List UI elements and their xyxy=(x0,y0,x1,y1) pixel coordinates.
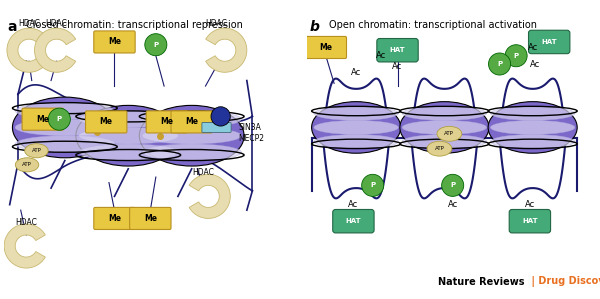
FancyBboxPatch shape xyxy=(22,108,64,130)
Text: P: P xyxy=(450,182,455,188)
FancyBboxPatch shape xyxy=(130,208,171,229)
Ellipse shape xyxy=(142,127,241,144)
Ellipse shape xyxy=(314,120,398,135)
Wedge shape xyxy=(189,174,230,219)
Text: Me: Me xyxy=(36,115,49,124)
Wedge shape xyxy=(35,28,76,72)
Ellipse shape xyxy=(311,102,401,153)
Text: ATP: ATP xyxy=(445,131,454,136)
Text: ATP: ATP xyxy=(31,148,41,153)
Text: MECP2: MECP2 xyxy=(239,134,265,143)
Ellipse shape xyxy=(490,135,575,149)
FancyBboxPatch shape xyxy=(509,210,551,233)
Wedge shape xyxy=(4,224,46,268)
FancyBboxPatch shape xyxy=(94,208,135,229)
Text: HDAC: HDAC xyxy=(46,19,67,28)
Text: Ac: Ac xyxy=(348,200,359,209)
Text: Me: Me xyxy=(319,43,332,52)
Ellipse shape xyxy=(400,102,489,153)
Ellipse shape xyxy=(15,136,115,152)
Text: Closed chromatin: transcriptional repression: Closed chromatin: transcriptional repres… xyxy=(26,20,243,30)
Text: Me: Me xyxy=(144,214,157,223)
Ellipse shape xyxy=(490,120,575,135)
Text: Ac: Ac xyxy=(530,60,541,68)
Text: Open chromatin: transcriptional activation: Open chromatin: transcriptional activati… xyxy=(329,20,536,30)
Text: a: a xyxy=(7,20,16,34)
Text: Ac: Ac xyxy=(376,51,386,60)
Text: Me: Me xyxy=(108,214,121,223)
Text: HDAC: HDAC xyxy=(206,19,227,28)
Text: Ac: Ac xyxy=(351,68,361,77)
FancyBboxPatch shape xyxy=(377,39,418,62)
Ellipse shape xyxy=(79,144,178,161)
Text: HAT: HAT xyxy=(390,47,406,53)
Text: Me: Me xyxy=(100,118,113,126)
FancyBboxPatch shape xyxy=(171,111,212,133)
Ellipse shape xyxy=(402,135,487,149)
Text: Ac: Ac xyxy=(392,62,403,71)
Ellipse shape xyxy=(402,120,487,135)
Wedge shape xyxy=(7,28,48,72)
Ellipse shape xyxy=(402,106,487,120)
Text: Ac: Ac xyxy=(448,200,458,209)
Ellipse shape xyxy=(79,111,178,127)
Text: Me: Me xyxy=(185,118,198,126)
Circle shape xyxy=(145,34,167,56)
Text: HDAC: HDAC xyxy=(192,168,214,177)
Circle shape xyxy=(488,53,511,75)
Text: HAT: HAT xyxy=(541,39,557,45)
Circle shape xyxy=(211,107,230,126)
Text: Nature Reviews: Nature Reviews xyxy=(438,277,524,287)
Ellipse shape xyxy=(25,144,48,158)
Ellipse shape xyxy=(490,106,575,120)
Circle shape xyxy=(442,174,464,196)
Wedge shape xyxy=(206,28,247,72)
Ellipse shape xyxy=(437,126,462,141)
FancyBboxPatch shape xyxy=(529,30,570,54)
Ellipse shape xyxy=(142,111,241,127)
Ellipse shape xyxy=(79,127,178,144)
Ellipse shape xyxy=(142,144,241,161)
Ellipse shape xyxy=(16,158,39,172)
Text: Ac: Ac xyxy=(527,43,538,52)
Text: Me: Me xyxy=(108,37,121,46)
Text: ATP: ATP xyxy=(434,146,445,151)
Text: HAT: HAT xyxy=(346,218,361,224)
Text: Ac: Ac xyxy=(525,200,535,209)
Text: P: P xyxy=(153,42,158,48)
Ellipse shape xyxy=(15,119,115,136)
Text: HAT: HAT xyxy=(522,218,538,224)
Text: b: b xyxy=(309,20,319,34)
Ellipse shape xyxy=(76,105,181,166)
Ellipse shape xyxy=(427,141,452,156)
Text: ATP: ATP xyxy=(22,162,32,167)
Text: | Drug Discovery: | Drug Discovery xyxy=(528,276,600,287)
Ellipse shape xyxy=(488,102,577,153)
Text: P: P xyxy=(514,53,518,59)
Circle shape xyxy=(505,45,527,67)
Ellipse shape xyxy=(314,106,398,120)
Text: SIN3A: SIN3A xyxy=(239,123,262,132)
FancyBboxPatch shape xyxy=(305,36,347,59)
FancyBboxPatch shape xyxy=(202,123,231,132)
Text: P: P xyxy=(497,61,502,67)
Ellipse shape xyxy=(13,97,117,158)
Circle shape xyxy=(362,174,384,196)
FancyBboxPatch shape xyxy=(94,31,135,53)
Text: P: P xyxy=(57,116,62,122)
Text: P: P xyxy=(370,182,375,188)
FancyBboxPatch shape xyxy=(146,111,188,133)
Text: HDAC: HDAC xyxy=(18,19,40,28)
Ellipse shape xyxy=(139,105,244,166)
Ellipse shape xyxy=(15,103,115,119)
Text: HDAC: HDAC xyxy=(15,218,37,227)
FancyBboxPatch shape xyxy=(86,111,127,133)
FancyBboxPatch shape xyxy=(333,210,374,233)
Ellipse shape xyxy=(314,135,398,149)
Circle shape xyxy=(48,108,70,130)
Text: Me: Me xyxy=(160,118,173,126)
